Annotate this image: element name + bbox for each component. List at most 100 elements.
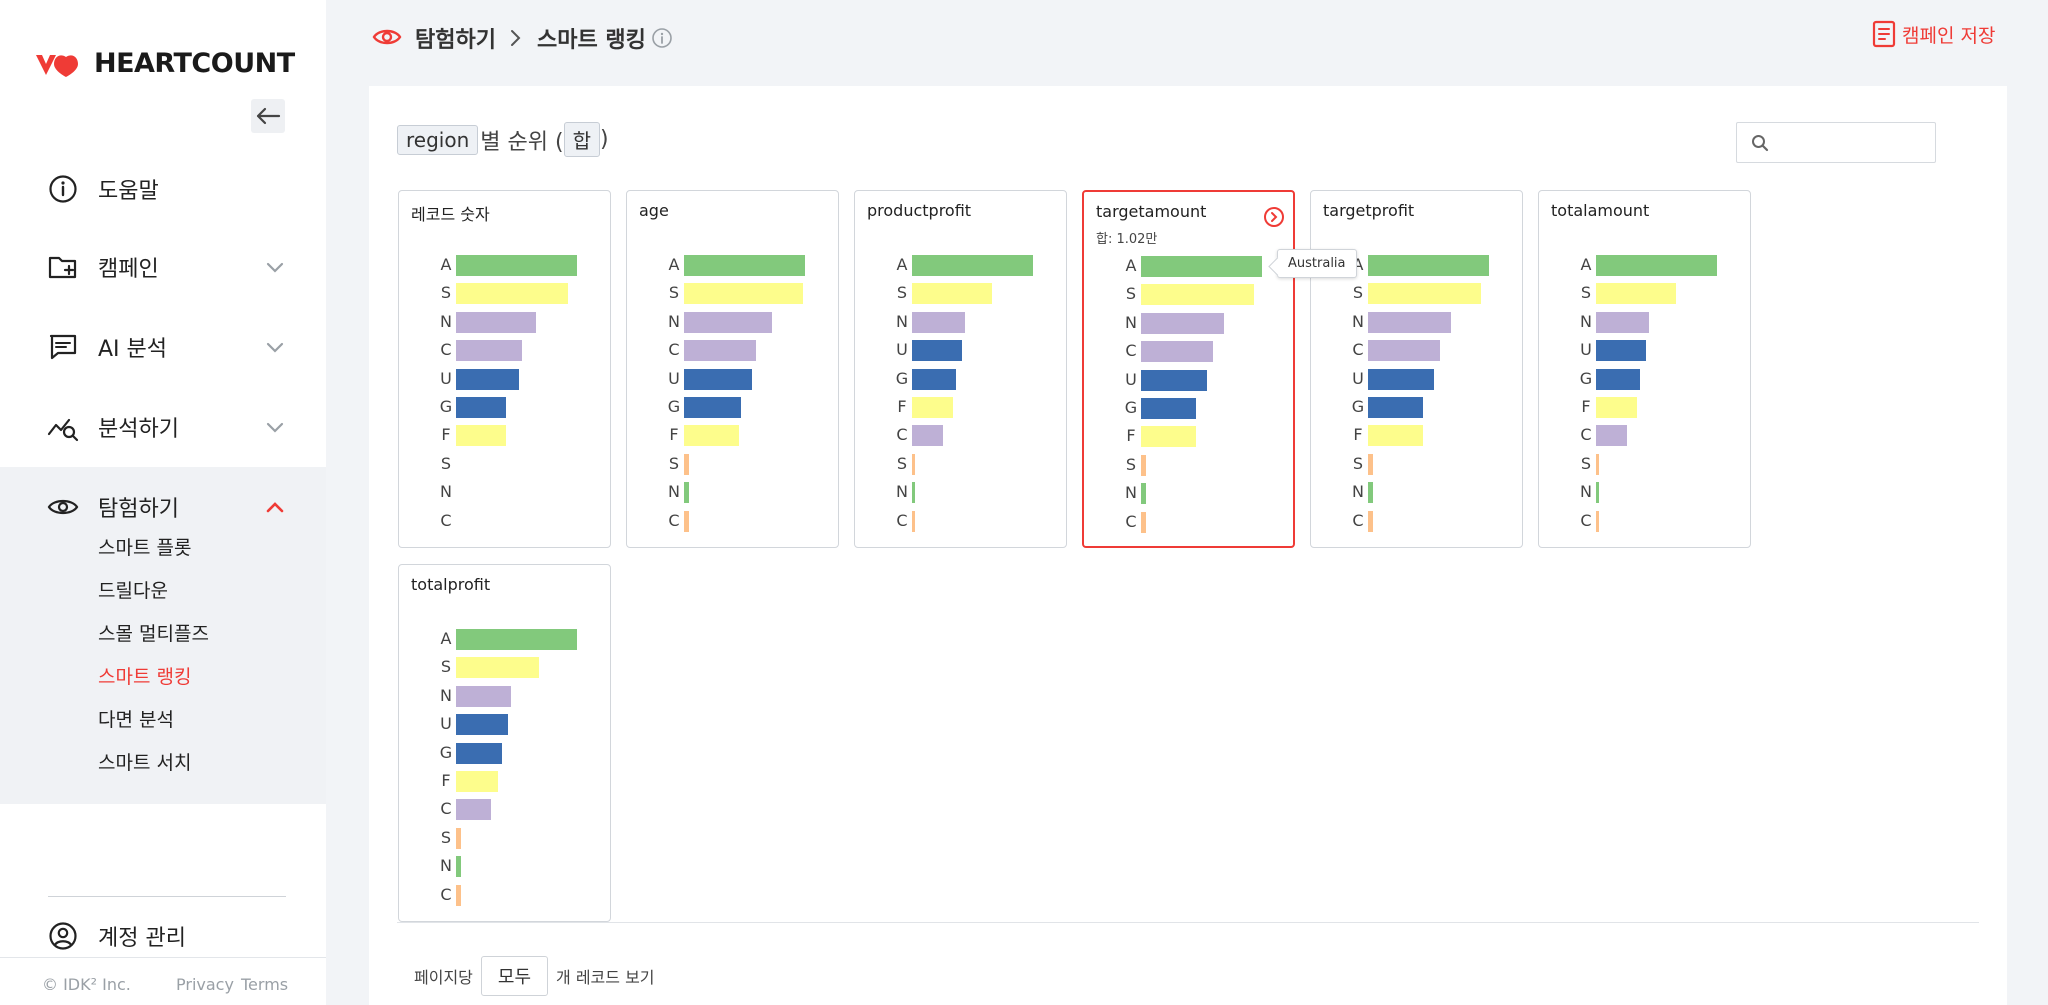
bar-row[interactable]: A — [399, 251, 610, 279]
chevron-down-icon[interactable] — [264, 336, 286, 358]
bar-row[interactable]: A — [627, 251, 838, 279]
save-campaign-button[interactable]: 캠페인 저장 — [1872, 20, 1995, 48]
bar-row[interactable]: N — [1311, 308, 1522, 336]
bar-row[interactable]: C — [1311, 507, 1522, 535]
bar-row[interactable]: C — [399, 507, 610, 535]
bar-row[interactable]: S — [1311, 450, 1522, 478]
bar-row[interactable]: S — [1311, 279, 1522, 307]
bar-row[interactable]: C — [1084, 508, 1293, 536]
chevron-up-icon[interactable] — [264, 496, 286, 518]
bar-row[interactable]: S — [627, 279, 838, 307]
bar-row[interactable]: N — [627, 478, 838, 506]
bar-row[interactable]: N — [399, 478, 610, 506]
search-input[interactable] — [1736, 122, 1936, 163]
ranking-card[interactable]: age A S N C U G F S N C — [626, 190, 839, 548]
aggregation-chip[interactable]: 합 — [563, 122, 600, 157]
bar-row[interactable]: C — [399, 881, 610, 909]
bar-row[interactable]: G — [855, 365, 1066, 393]
bar-row[interactable]: S — [1539, 450, 1750, 478]
bar-row[interactable]: F — [1539, 393, 1750, 421]
bar-row[interactable]: C — [1539, 507, 1750, 535]
bar-row[interactable]: S — [627, 450, 838, 478]
bar-row[interactable]: N — [399, 308, 610, 336]
bar-row[interactable]: F — [1084, 422, 1293, 450]
nav-multifaceted-analysis[interactable]: 다면 분석 — [98, 709, 174, 731]
bar-row[interactable]: C — [627, 507, 838, 535]
bar-row[interactable]: N — [855, 308, 1066, 336]
bar-row[interactable]: A — [399, 625, 610, 653]
info-circle-icon[interactable] — [651, 27, 673, 49]
nav-campaign[interactable]: 캠페인 — [0, 239, 326, 295]
bar-row[interactable]: A — [1311, 251, 1522, 279]
bar-row[interactable]: S — [855, 279, 1066, 307]
brand-logo[interactable]: HEARTCOUNT — [34, 48, 295, 79]
bar-row[interactable]: A — [1084, 252, 1293, 280]
ranking-card[interactable]: productprofit A S N U G F C S N C — [854, 190, 1067, 548]
bar-row[interactable]: S — [1084, 280, 1293, 308]
bar-row[interactable]: U — [1311, 365, 1522, 393]
bar-row[interactable]: C — [627, 336, 838, 364]
bar-row[interactable]: S — [399, 653, 610, 681]
breadcrumb-section[interactable]: 탐험하기 — [415, 28, 496, 53]
bar-row[interactable]: S — [399, 279, 610, 307]
bar-row[interactable]: U — [399, 710, 610, 738]
ranking-card[interactable]: targetamount 합: 1.02만 A S N C U G F S N C — [1082, 190, 1295, 548]
bar-row[interactable]: N — [399, 682, 610, 710]
collapse-sidebar-button[interactable] — [251, 99, 285, 133]
nav-help[interactable]: 도움말 — [0, 161, 326, 217]
bar-row[interactable]: U — [855, 336, 1066, 364]
bar-row[interactable]: G — [627, 393, 838, 421]
bar-row[interactable]: N — [399, 852, 610, 880]
bar-row[interactable]: F — [399, 421, 610, 449]
bar-row[interactable]: U — [1539, 336, 1750, 364]
ranking-card[interactable]: targetprofit A S N C U G F S N C — [1310, 190, 1523, 548]
bar-row[interactable]: G — [1311, 393, 1522, 421]
bar-row[interactable]: S — [399, 450, 610, 478]
bar-row[interactable]: G — [1539, 365, 1750, 393]
nav-small-multiples[interactable]: 스몰 멀티플즈 — [98, 623, 209, 645]
bar-row[interactable]: C — [399, 795, 610, 823]
bar-row[interactable]: C — [1539, 421, 1750, 449]
bar-row[interactable]: S — [855, 450, 1066, 478]
nav-explore[interactable]: 탐험하기 — [0, 479, 326, 535]
ranking-card[interactable]: totalprofit A S N U G F C S N C — [398, 564, 611, 922]
bar-row[interactable]: G — [399, 393, 610, 421]
bar-row[interactable]: C — [855, 421, 1066, 449]
page-size-select[interactable]: 모두 — [480, 956, 549, 996]
nav-account[interactable]: 계정 관리 — [0, 908, 326, 964]
chevron-down-icon[interactable] — [264, 416, 286, 438]
bar-row[interactable]: F — [1311, 421, 1522, 449]
bar-row[interactable]: C — [855, 507, 1066, 535]
bar-row[interactable]: N — [1311, 478, 1522, 506]
bar-row[interactable]: S — [1539, 279, 1750, 307]
bar-row[interactable]: G — [1084, 394, 1293, 422]
bar-row[interactable]: A — [855, 251, 1066, 279]
ranking-card[interactable]: totalamount A S N U G F C S N C — [1538, 190, 1751, 548]
bar-row[interactable]: C — [1311, 336, 1522, 364]
ranking-card[interactable]: 레코드 숫자 A S N C U G F S N C — [398, 190, 611, 548]
bar-row[interactable]: F — [627, 421, 838, 449]
bar-row[interactable]: N — [1539, 308, 1750, 336]
bar-row[interactable]: F — [855, 393, 1066, 421]
nav-analyze[interactable]: 분석하기 — [0, 399, 326, 455]
chevron-down-icon[interactable] — [264, 256, 286, 278]
privacy-link[interactable]: Privacy — [176, 975, 234, 994]
nav-smart-search[interactable]: 스마트 서치 — [98, 752, 192, 774]
terms-link[interactable]: Terms — [241, 975, 289, 994]
bar-row[interactable]: C — [1084, 337, 1293, 365]
bar-row[interactable]: N — [1084, 479, 1293, 507]
bar-row[interactable]: U — [1084, 366, 1293, 394]
bar-row[interactable]: C — [399, 336, 610, 364]
bar-row[interactable]: A — [1539, 251, 1750, 279]
bar-row[interactable]: G — [399, 739, 610, 767]
bar-row[interactable]: N — [627, 308, 838, 336]
bar-row[interactable]: N — [855, 478, 1066, 506]
bar-row[interactable]: N — [1539, 478, 1750, 506]
bar-row[interactable]: N — [1084, 309, 1293, 337]
nav-drilldown[interactable]: 드릴다운 — [98, 580, 168, 602]
bar-row[interactable]: U — [399, 365, 610, 393]
nav-smart-plot[interactable]: 스마트 플롯 — [98, 537, 192, 559]
nav-smart-ranking[interactable]: 스마트 랭킹 — [98, 666, 192, 688]
bar-row[interactable]: F — [399, 767, 610, 795]
bar-row[interactable]: U — [627, 365, 838, 393]
